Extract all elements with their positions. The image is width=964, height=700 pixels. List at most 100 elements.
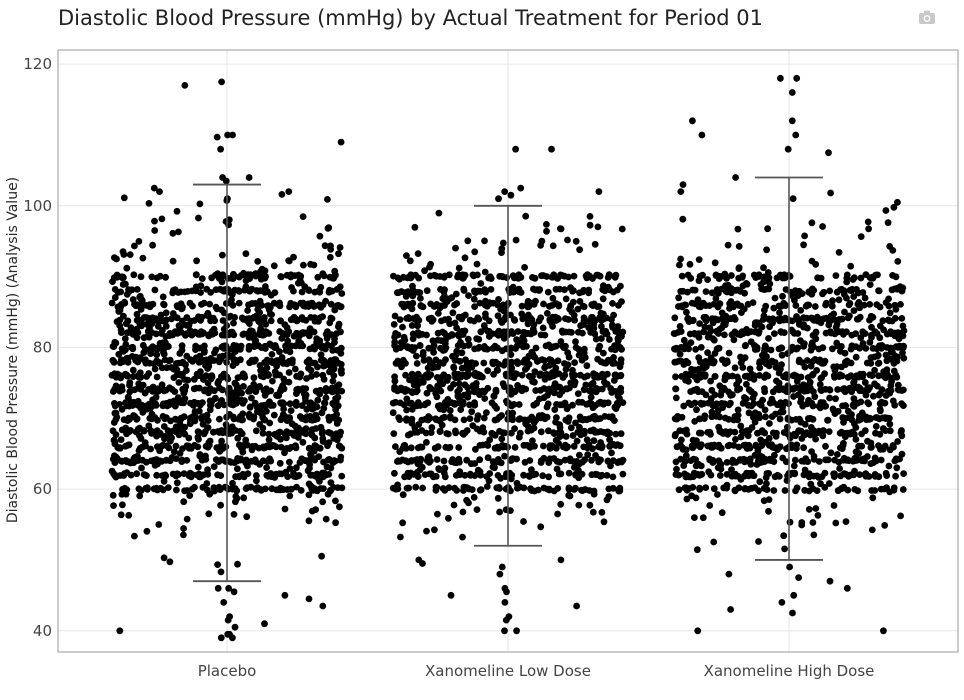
data-point: [812, 329, 820, 337]
data-point: [269, 377, 276, 385]
data-point: [443, 430, 451, 437]
data-point: [454, 391, 462, 399]
outlier-point: [319, 602, 327, 610]
data-point: [135, 238, 143, 245]
data-point: [437, 286, 444, 293]
data-point: [604, 428, 611, 436]
data-point: [878, 342, 886, 349]
data-point: [715, 272, 723, 280]
data-point: [153, 373, 161, 381]
outlier-point: [789, 195, 797, 203]
data-point: [173, 486, 180, 494]
data-point: [203, 480, 211, 487]
data-point: [543, 227, 550, 235]
data-point: [779, 408, 787, 416]
data-point: [143, 527, 151, 535]
data-point: [520, 441, 528, 449]
data-point: [216, 447, 224, 455]
data-point: [871, 366, 878, 374]
data-point: [412, 483, 420, 491]
data-point: [522, 212, 530, 220]
data-point: [525, 472, 533, 480]
data-point: [704, 442, 712, 450]
data-point: [757, 436, 765, 444]
data-point: [430, 473, 437, 481]
outlier-point: [793, 74, 801, 82]
data-point: [131, 386, 138, 394]
data-point: [531, 442, 538, 450]
data-point: [510, 274, 518, 282]
camera-icon[interactable]: [916, 8, 938, 26]
data-point: [408, 457, 415, 464]
data-point: [892, 330, 900, 338]
data-point: [139, 408, 147, 416]
outlier-point: [507, 191, 515, 199]
data-point: [805, 487, 813, 495]
data-point: [536, 372, 544, 379]
outlier-point: [245, 174, 253, 181]
data-point: [266, 398, 273, 406]
data-point: [761, 429, 769, 437]
data-point: [438, 405, 446, 412]
data-point: [196, 200, 204, 208]
data-point: [684, 315, 691, 323]
data-point: [524, 303, 532, 311]
data-point: [872, 457, 880, 465]
data-point: [452, 427, 459, 435]
data-point: [791, 371, 798, 379]
data-point: [331, 267, 339, 275]
data-point: [874, 360, 882, 367]
data-point: [537, 241, 544, 249]
data-point: [850, 401, 858, 409]
data-point: [316, 232, 324, 240]
data-point: [608, 449, 615, 457]
outlier-point: [777, 74, 784, 82]
data-point: [600, 349, 607, 357]
data-point: [682, 370, 690, 378]
data-point: [484, 367, 492, 375]
data-point: [405, 314, 412, 321]
data-point: [160, 300, 167, 308]
data-point: [292, 303, 300, 311]
data-point: [677, 255, 684, 263]
data-point: [139, 381, 147, 389]
data-point: [433, 301, 441, 308]
data-point: [147, 350, 155, 357]
data-point: [763, 480, 770, 487]
data-point: [214, 561, 222, 568]
data-point: [319, 371, 327, 379]
data-point: [795, 356, 803, 364]
data-point: [561, 360, 568, 367]
data-point: [171, 328, 179, 336]
data-point: [501, 452, 508, 460]
data-point: [324, 442, 331, 450]
data-point: [397, 344, 404, 352]
y-tick-label: 100: [23, 197, 52, 215]
data-point: [862, 345, 870, 352]
data-point: [392, 330, 399, 337]
outlier-point: [501, 599, 509, 606]
data-point: [671, 314, 679, 322]
data-point: [837, 472, 845, 480]
data-point: [882, 207, 890, 214]
data-point: [512, 236, 520, 244]
data-point: [192, 342, 200, 350]
data-point: [832, 519, 840, 527]
data-point: [464, 237, 472, 245]
outlier-point: [825, 149, 832, 157]
data-point: [704, 333, 712, 341]
data-point: [771, 444, 778, 451]
data-point: [119, 273, 127, 281]
data-point: [688, 299, 696, 307]
data-point: [233, 359, 240, 367]
data-point: [231, 397, 238, 404]
data-point: [888, 378, 895, 385]
data-point: [407, 444, 415, 452]
data-point: [581, 316, 588, 323]
data-point: [771, 294, 779, 302]
data-point: [323, 463, 331, 471]
data-point: [683, 430, 691, 438]
data-point: [780, 532, 788, 540]
data-point: [779, 292, 786, 300]
data-point: [476, 468, 484, 475]
